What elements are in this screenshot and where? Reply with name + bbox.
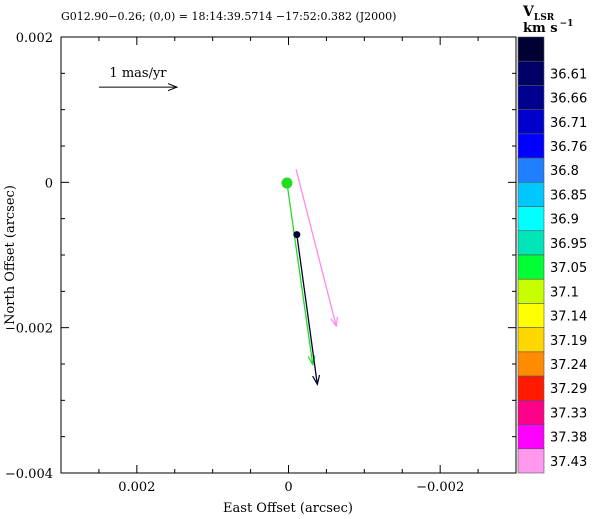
colorbar-swatch	[517, 182, 545, 207]
colorbar-label: 37.14	[550, 310, 587, 325]
colorbar-label: 36.71	[550, 116, 587, 131]
maser-spot	[281, 177, 293, 189]
colorbar-swatch	[517, 375, 545, 401]
colorbar-label: 36.95	[550, 237, 587, 252]
colorbar-swatch	[517, 424, 545, 450]
colorbar-swatch	[517, 303, 545, 328]
axes-layer: 0.002 0 −0.002 0.002 0 −0.002 −0.004	[5, 31, 517, 495]
y-axis-label: North Offset (arcsec)	[3, 185, 18, 325]
colorbar-label: 36.85	[550, 188, 587, 203]
x-tick-label: 0	[284, 480, 292, 495]
colorbar-swatch	[517, 133, 545, 159]
colorbar-units: km s −1	[523, 19, 573, 36]
colorbar-label: 37.05	[550, 261, 587, 276]
chart-title: G012.90−0.26; (0,0) = 18:14:39.5714 −17:…	[61, 10, 396, 23]
x-tick-label: 0.002	[118, 480, 155, 495]
x-tick-label: −0.002	[416, 480, 464, 495]
colorbar-label: 36.76	[550, 140, 587, 155]
colorbar-swatch	[517, 448, 545, 474]
colorbar-swatch	[517, 109, 545, 135]
scale-bar-label: 1 mas/yr	[109, 66, 167, 81]
colorbar-title: VLSR	[522, 4, 555, 23]
colorbar-label: 36.8	[550, 164, 579, 179]
colorbar-swatch	[517, 36, 545, 62]
marks-layer: 1 mas/yr	[98, 66, 336, 385]
colorbar-units-main: km s	[523, 21, 558, 36]
x-axis-label: East Offset (arcsec)	[223, 501, 353, 516]
y-tick-label: −0.002	[5, 322, 53, 337]
colorbar-swatch	[517, 85, 545, 110]
colorbar-label: 36.61	[550, 67, 587, 82]
colorbar-swatch	[517, 206, 545, 232]
colorbar-swatch	[517, 327, 545, 353]
colorbar-label: 37.33	[550, 406, 587, 421]
maser-spot	[293, 231, 301, 239]
y-tick-label: 0.002	[16, 31, 53, 46]
colorbar-swatch	[517, 157, 545, 183]
colorbar-swatch	[517, 400, 545, 425]
plot-frame	[60, 36, 517, 474]
colorbar: 36.61 36.66 36.71 36.76 36.8 36.85 36.9 36.95 37…	[517, 36, 587, 474]
y-tick-label: −0.004	[5, 467, 53, 482]
colorbar-label: 37.38	[550, 431, 587, 446]
motion-vector	[295, 169, 336, 326]
colorbar-title-sub: LSR	[534, 13, 555, 23]
y-tick-label: 0	[45, 176, 53, 191]
colorbar-units-sup: −1	[560, 19, 574, 29]
colorbar-label: 37.43	[550, 455, 587, 470]
colorbar-label: 37.1	[550, 285, 579, 300]
colorbar-swatch	[517, 351, 545, 377]
colorbar-label: 37.19	[550, 334, 587, 349]
colorbar-label: 36.9	[550, 213, 579, 228]
colorbar-swatch	[517, 230, 545, 256]
colorbar-title-main: V	[522, 4, 535, 20]
colorbar-swatch	[517, 60, 545, 86]
colorbar-swatch	[517, 254, 545, 280]
motion-vector	[286, 182, 313, 365]
colorbar-swatch	[517, 278, 545, 304]
colorbar-label: 37.24	[550, 358, 587, 373]
colorbar-label: 37.29	[550, 382, 587, 397]
colorbar-label: 36.66	[550, 92, 587, 107]
motion-vector	[296, 234, 317, 385]
